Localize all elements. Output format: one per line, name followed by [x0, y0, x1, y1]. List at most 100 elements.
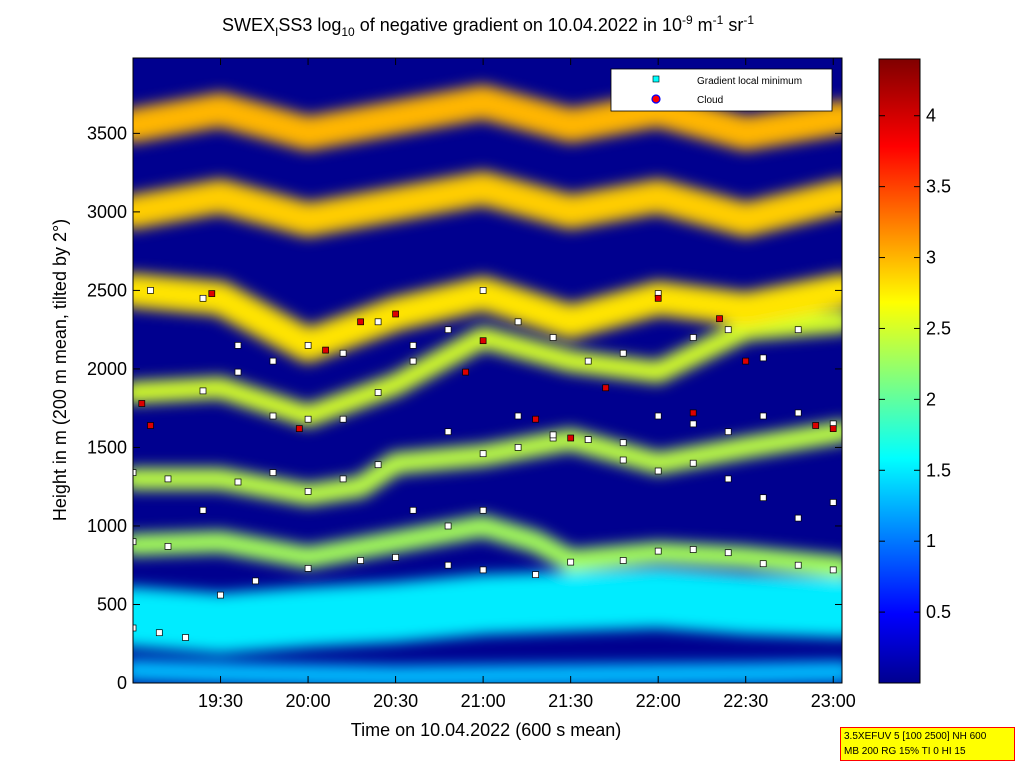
minimum-marker [269, 412, 277, 420]
minimum-marker [252, 577, 259, 585]
minimum-marker [444, 428, 452, 436]
y-tick-label: 2000 [87, 359, 127, 379]
cloud-marker [357, 318, 364, 326]
cloud-marker [716, 315, 723, 323]
minimum-marker [829, 499, 837, 506]
cloud-marker [567, 434, 575, 442]
minimum-marker [794, 514, 802, 522]
x-tick-label: 21:30 [548, 691, 593, 711]
minimum-marker [133, 624, 137, 632]
heat-layer-1 [133, 568, 842, 654]
minimum-marker [759, 494, 767, 502]
minimum-marker [339, 475, 347, 483]
cloud-marker [295, 425, 303, 432]
y-tick-label: 3500 [87, 123, 127, 143]
minimum-marker [155, 629, 163, 637]
minimum-marker [357, 557, 364, 564]
minimum-marker [164, 475, 172, 483]
minimum-marker [619, 456, 627, 464]
minimum-marker [514, 412, 522, 420]
cloud-marker [654, 294, 662, 302]
cloud-marker [138, 400, 146, 407]
colorbar-tick-label: 3 [926, 248, 936, 268]
minimum-marker [409, 506, 417, 514]
minimum-marker [392, 554, 399, 561]
y-tick-label: 2500 [87, 280, 127, 300]
colorbar-tick-label: 1 [926, 531, 936, 551]
colorbar-tick-label: 4 [926, 106, 936, 126]
colorbar-tick-label: 0.5 [926, 602, 951, 622]
y-tick-label: 0 [117, 673, 127, 693]
minimum-marker [794, 409, 802, 417]
minimum-marker [514, 318, 522, 326]
cloud-marker [829, 425, 837, 432]
cloud-marker [742, 357, 750, 365]
legend-marker-cloud [651, 94, 661, 104]
minimum-marker [374, 389, 382, 396]
y-axis-label: Height in m (200 m mean, tilted by 2°) [50, 219, 70, 521]
y-tick-label: 3000 [87, 202, 127, 222]
minimum-marker [164, 543, 172, 550]
cloud-marker [147, 422, 154, 429]
minima-markers [133, 287, 837, 641]
minimum-marker [217, 591, 224, 599]
x-tick-label: 20:30 [373, 691, 418, 711]
minimum-marker [724, 326, 732, 334]
minimum-marker [619, 349, 627, 357]
legend-label-minimum: Gradient local minimum [697, 76, 802, 87]
cloud-marker [602, 384, 610, 392]
cloud-marker [812, 422, 820, 429]
minimum-marker [234, 342, 242, 349]
minimum-marker [479, 566, 487, 574]
minimum-marker [689, 459, 697, 467]
colorbar-scale [878, 58, 921, 684]
heat-layer-6 [133, 171, 842, 237]
legend-label-cloud: Cloud [697, 95, 723, 106]
minimum-marker [409, 357, 417, 365]
chart-title: SWEXISS3 log10 of negative gradient on 1… [222, 13, 754, 39]
minimum-marker [147, 287, 154, 294]
cloud-marker [462, 368, 469, 376]
minimum-marker [689, 420, 697, 428]
cloud-marker [532, 415, 539, 423]
x-axis-label: Time on 10.04.2022 (600 s mean) [351, 720, 622, 740]
colorbar-tick-label: 2.5 [926, 318, 951, 338]
minimum-marker [532, 571, 539, 578]
minimum-marker [269, 469, 277, 476]
colorbar-tick-label: 3.5 [926, 177, 951, 197]
heat-layer-0 [133, 659, 842, 683]
colorbar: 0.5 1 1.5 2 2.5 3 3.5 4 [878, 58, 951, 684]
x-tick-label: 22:00 [636, 691, 681, 711]
minimum-marker [199, 294, 207, 302]
y-tick-label: 500 [97, 594, 127, 614]
minimum-marker [374, 318, 382, 326]
minimum-marker [479, 450, 487, 458]
cloud-markers [138, 290, 837, 442]
x-tick-label: 23:00 [811, 691, 856, 711]
minimum-marker [724, 428, 732, 436]
cloud-marker [208, 290, 216, 297]
minimum-marker [514, 444, 522, 451]
minimum-marker [339, 415, 347, 423]
heat-layer-7 [133, 85, 842, 151]
minimum-marker [444, 326, 452, 334]
minimum-marker [409, 342, 417, 349]
cloud-marker [392, 310, 399, 318]
minimum-marker [549, 431, 557, 439]
y-tick-label: 1000 [87, 516, 127, 536]
minimum-marker [444, 522, 452, 530]
x-tick-label: 19:30 [198, 691, 243, 711]
legend-marker-minimum [652, 75, 660, 83]
minimum-marker [759, 560, 767, 568]
minimum-marker [479, 506, 487, 514]
y-tick-label: 1500 [87, 437, 127, 457]
colorbar-tick-label: 2 [926, 389, 936, 409]
minimum-marker [619, 557, 627, 564]
minimum-marker [759, 412, 767, 420]
colorbar-ticks: 0.5 1 1.5 2 2.5 3 3.5 4 [879, 106, 951, 622]
minimum-marker [567, 558, 575, 566]
minimum-marker [479, 287, 487, 294]
minimum-marker [304, 415, 312, 423]
minimum-marker [182, 634, 189, 641]
minimum-marker [724, 475, 732, 483]
